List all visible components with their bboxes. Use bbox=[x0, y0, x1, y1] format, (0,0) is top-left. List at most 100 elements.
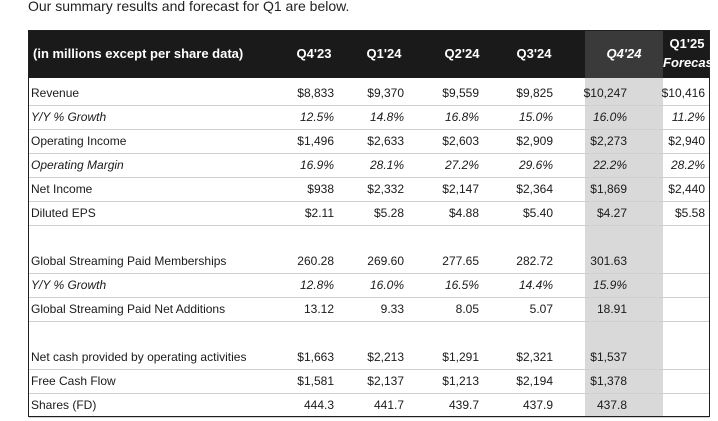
row-divider bbox=[29, 393, 709, 394]
row-divider bbox=[29, 129, 709, 130]
row-value: $2,147 bbox=[442, 182, 479, 196]
row-value: $1,663 bbox=[297, 350, 334, 364]
row-value: 9.33 bbox=[380, 302, 404, 316]
row-label: Shares (FD) bbox=[31, 398, 97, 412]
row-label: Diluted EPS bbox=[31, 206, 96, 220]
row-divider bbox=[29, 321, 709, 322]
row-value: 16.0% bbox=[369, 278, 404, 292]
row-value: $2.11 bbox=[304, 206, 334, 220]
header-label: (in millions except per share data) bbox=[33, 46, 244, 61]
row-label: Y/Y % Growth bbox=[31, 110, 107, 124]
row-value: 16.9% bbox=[299, 158, 334, 172]
column-header-forecast-q1-25: Q1'25 bbox=[669, 36, 705, 51]
row-value: $2,273 bbox=[590, 134, 627, 148]
row-value: $4.88 bbox=[448, 206, 479, 220]
row-value: $5.40 bbox=[522, 206, 553, 220]
row-label: Revenue bbox=[31, 86, 80, 100]
row-value: $938 bbox=[307, 182, 334, 196]
row-value: $10,247 bbox=[583, 86, 627, 100]
row-label: Net Income bbox=[31, 182, 93, 196]
row-value: 15.0% bbox=[518, 110, 553, 124]
row-value: 437.8 bbox=[596, 398, 627, 412]
row-value: 29.6% bbox=[518, 158, 553, 172]
row-value: $2,364 bbox=[516, 182, 553, 196]
row-value: 301.63 bbox=[590, 254, 627, 268]
row-value: $9,559 bbox=[442, 86, 479, 100]
row-label: Operating Income bbox=[31, 134, 127, 148]
row-value: 11.2% bbox=[671, 110, 705, 124]
row-value: $9,825 bbox=[516, 86, 553, 100]
row-value: $9,370 bbox=[367, 86, 404, 100]
row-value: 12.8% bbox=[299, 278, 334, 292]
row-value: 260.28 bbox=[297, 254, 334, 268]
row-value: 269.60 bbox=[367, 254, 404, 268]
row-value: 16.8% bbox=[444, 110, 479, 124]
row-divider bbox=[29, 417, 709, 418]
summary-table: (in millions except per share data) Q4'2… bbox=[28, 30, 718, 418]
row-value: $1,378 bbox=[590, 374, 627, 388]
row-value: 5.07 bbox=[529, 302, 553, 316]
row-divider bbox=[29, 177, 709, 178]
row-value: 441.7 bbox=[373, 398, 404, 412]
row-value: $10,416 bbox=[661, 86, 705, 100]
row-label: Y/Y % Growth bbox=[31, 278, 107, 292]
row-value: $5.58 bbox=[674, 206, 705, 220]
row-value: 437.9 bbox=[522, 398, 553, 412]
column-header-q3-24: Q3'24 bbox=[516, 46, 552, 61]
column-header-q4-24: Q4'24 bbox=[606, 46, 642, 61]
row-value: 8.05 bbox=[455, 302, 479, 316]
row-value: 444.3 bbox=[303, 398, 334, 412]
column-header-forecast-label: Forecast bbox=[663, 55, 718, 70]
row-label: Global Streaming Paid Net Additions bbox=[31, 302, 226, 316]
row-value: $2,321 bbox=[516, 350, 553, 364]
row-value: 28.1% bbox=[369, 158, 404, 172]
row-value: $2,440 bbox=[668, 182, 705, 196]
row-label: Operating Margin bbox=[31, 158, 124, 172]
q4-24-highlight-column bbox=[585, 78, 663, 416]
row-value: $5.28 bbox=[373, 206, 404, 220]
row-value: 16.5% bbox=[444, 278, 479, 292]
row-value: 14.4% bbox=[518, 278, 553, 292]
row-value: $2,940 bbox=[668, 134, 705, 148]
row-value: 13.12 bbox=[303, 302, 334, 316]
row-value: 439.7 bbox=[448, 398, 479, 412]
row-value: $2,194 bbox=[516, 374, 553, 388]
column-header-q2-24: Q2'24 bbox=[444, 46, 480, 61]
row-value: 28.2% bbox=[670, 158, 705, 172]
row-divider bbox=[29, 201, 709, 202]
row-value: $2,213 bbox=[367, 350, 404, 364]
row-value: 12.5% bbox=[299, 110, 334, 124]
row-value: $2,137 bbox=[367, 374, 404, 388]
row-value: $1,869 bbox=[590, 182, 627, 196]
row-divider bbox=[29, 297, 709, 298]
row-value: $8,833 bbox=[297, 86, 334, 100]
row-value: $4.27 bbox=[596, 206, 627, 220]
row-value: $2,633 bbox=[367, 134, 404, 148]
row-divider bbox=[29, 369, 709, 370]
row-divider bbox=[29, 273, 709, 274]
row-value: $1,291 bbox=[442, 350, 479, 364]
row-value: 14.8% bbox=[369, 110, 404, 124]
row-value: 22.2% bbox=[592, 158, 627, 172]
row-value: $1,537 bbox=[590, 350, 627, 364]
column-header-q1-24: Q1'24 bbox=[366, 46, 402, 61]
column-header-q4-23: Q4'23 bbox=[296, 46, 332, 61]
row-value: $1,496 bbox=[297, 134, 334, 148]
row-label: Global Streaming Paid Memberships bbox=[31, 254, 227, 268]
row-value: 16.0% bbox=[592, 110, 627, 124]
row-value: $2,603 bbox=[442, 134, 479, 148]
row-divider bbox=[29, 225, 709, 226]
row-value: $1,213 bbox=[442, 374, 479, 388]
q4-24-header-cell bbox=[585, 31, 663, 78]
row-divider bbox=[29, 153, 709, 154]
row-value: $2,909 bbox=[516, 134, 553, 148]
row-label: Net cash provided by operating activitie… bbox=[31, 350, 247, 364]
row-value: 27.2% bbox=[444, 158, 479, 172]
row-label: Free Cash Flow bbox=[31, 374, 116, 388]
intro-text: Our summary results and forecast for Q1 … bbox=[28, 0, 350, 14]
row-value: 18.91 bbox=[596, 302, 627, 316]
row-value: 277.65 bbox=[442, 254, 479, 268]
row-value: $1,581 bbox=[297, 374, 334, 388]
row-value: 15.9% bbox=[592, 278, 627, 292]
row-value: $2,332 bbox=[367, 182, 404, 196]
